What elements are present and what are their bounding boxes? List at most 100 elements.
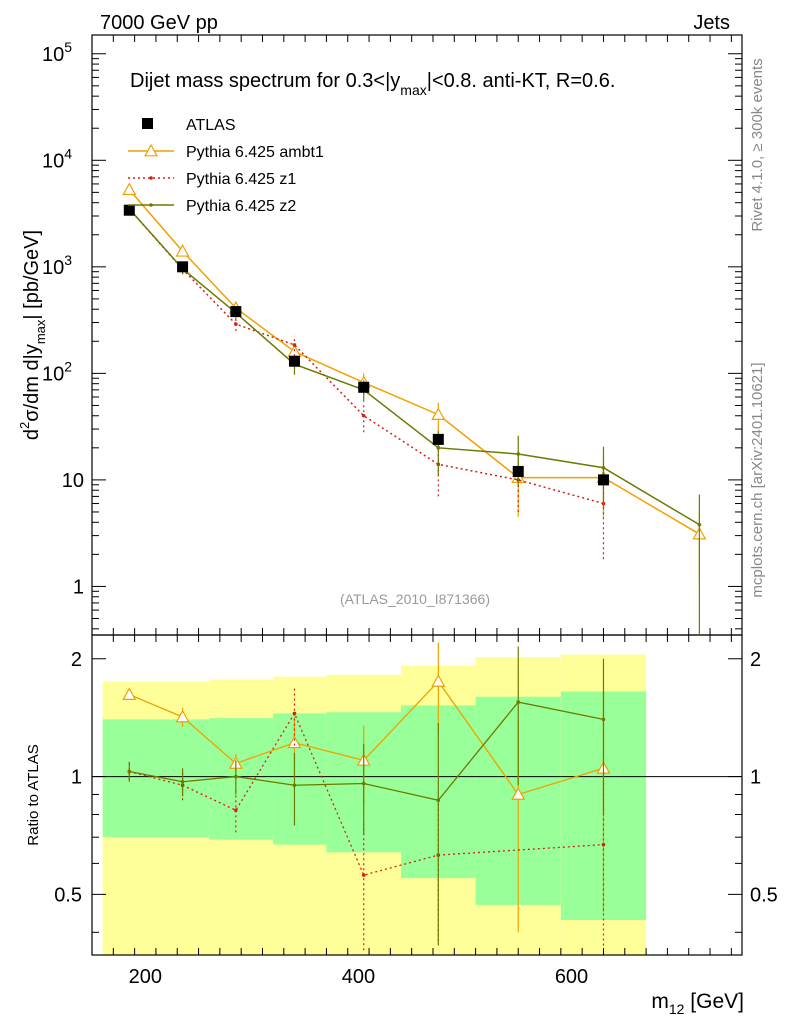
y-main-tick-base-100: 10 xyxy=(42,363,64,385)
y-main-tick-exp-100000: 5 xyxy=(64,39,72,55)
atlas-point-2 xyxy=(230,306,242,318)
ratio-series-layer xyxy=(122,642,611,951)
rivet-version-label: Rivet 4.1.0, ≥ 300k events xyxy=(749,58,766,231)
legend-marker-1 xyxy=(149,176,153,180)
x-tick-label-200: 200 xyxy=(129,966,162,988)
y-main-tick-label-10000: 104 xyxy=(42,145,72,172)
y-main-tick-base-100000: 10 xyxy=(42,44,64,66)
series-marker-main-0-0 xyxy=(122,182,137,196)
series-marker-ratio-2-2 xyxy=(234,774,238,779)
x-axis-label: m12 [GeV] xyxy=(651,990,744,1017)
atlas-point-3 xyxy=(288,355,300,367)
y-main-tick-base-1000: 10 xyxy=(42,257,64,279)
axis-ticks xyxy=(91,35,742,955)
atlas-data-layer xyxy=(123,204,609,486)
series-marker-ratio-2-4 xyxy=(361,781,366,786)
y-main-tick-label-10: 10 xyxy=(62,470,84,492)
y-axis-label-ratio: Ratio to ATLAS xyxy=(25,744,42,845)
y-main-tick-label-100: 102 xyxy=(42,358,72,385)
legend-label-0: Pythia 6.425 ambt1 xyxy=(186,144,324,161)
y-main-tick-exp-100: 2 xyxy=(64,358,72,374)
series-marker-ratio-0-6 xyxy=(511,787,526,800)
band-inner-3 xyxy=(273,713,327,845)
y-ratio-tick-label-right-0.5: 0.5 xyxy=(750,884,778,906)
legend-marker-0 xyxy=(143,143,159,157)
series-marker-main-1-4 xyxy=(361,413,366,418)
y-label-sup: 2 xyxy=(17,422,32,429)
x-tick-label-600: 600 xyxy=(555,966,588,988)
series-line-main-2 xyxy=(128,208,700,526)
series-marker-ratio-0-1 xyxy=(175,709,190,723)
y-main-tick-base-1: 1 xyxy=(73,576,84,598)
x-label-unit: [GeV] xyxy=(684,990,744,1013)
y-label-mid: σ/dm d|y xyxy=(21,344,43,422)
series-marker-main-2-6 xyxy=(516,452,521,456)
series-line-ratio-2 xyxy=(129,701,604,801)
series-marker-main-2-8 xyxy=(697,522,702,527)
header-energy-label: 7000 GeV pp xyxy=(100,12,218,34)
series-marker-ratio-0-3 xyxy=(287,735,302,749)
atlas-point-0 xyxy=(123,204,135,216)
y-label-sub: max xyxy=(33,319,48,344)
legend-atlas-label: ATLAS xyxy=(186,117,236,134)
x-label-base: m xyxy=(651,990,669,1013)
series-marker-ratio-1-2 xyxy=(234,808,238,813)
header-jets-label: Jets xyxy=(693,12,730,34)
series-line-ratio-0 xyxy=(129,680,604,796)
series-marker-ratio-2-7 xyxy=(601,717,606,722)
chart-title-suffix: |<0.8. anti-KT, R=0.6. xyxy=(427,70,616,92)
series-marker-ratio-1-3 xyxy=(292,711,297,716)
chart-title-sub: max xyxy=(400,82,426,98)
series-marker-ratio-0-0 xyxy=(122,687,137,700)
series-marker-main-0-5 xyxy=(431,407,446,421)
legend-label-2: Pythia 6.425 z2 xyxy=(186,198,296,215)
series-marker-main-1-3 xyxy=(292,343,297,347)
analysis-id-label: (ATLAS_2010_I871366) xyxy=(340,591,490,607)
atlas-point-6 xyxy=(512,465,524,477)
series-marker-ratio-0-5 xyxy=(431,674,446,687)
y-main-tick-base-10000: 10 xyxy=(42,150,64,172)
series-marker-ratio-2-3 xyxy=(292,783,297,788)
ratio-uncertainty-bands xyxy=(102,654,647,955)
series-marker-main-1-2 xyxy=(234,322,238,326)
x-label-sub: 12 xyxy=(669,1001,685,1017)
legend-label-1: Pythia 6.425 z1 xyxy=(186,171,296,188)
series-marker-main-0-1 xyxy=(175,244,190,257)
main-series-layer xyxy=(122,182,707,635)
series-marker-ratio-2-1 xyxy=(180,779,185,784)
chart-title: Dijet mass spectrum for 0.3<|ymax|<0.8. … xyxy=(130,70,615,98)
y-main-tick-exp-1000: 3 xyxy=(64,252,72,268)
series-line-main-0 xyxy=(128,189,700,535)
y-ratio-tick-label-left-0.5: 0.5 xyxy=(54,884,82,906)
ratio-plot-frame xyxy=(91,634,743,956)
y-ratio-tick-label-right-1: 1 xyxy=(750,767,761,789)
y-main-tick-label-1: 1 xyxy=(73,576,84,598)
y-ratio-tick-label-left-1: 1 xyxy=(71,767,82,789)
legend-atlas-marker xyxy=(142,118,153,129)
series-marker-main-2-7 xyxy=(601,465,606,470)
series-line-main-1 xyxy=(128,208,604,505)
series-marker-ratio-2-0 xyxy=(127,769,132,774)
legend-marker-2 xyxy=(149,203,153,207)
y-axis-label-main: d2σ/dm d|ymax| [pb/GeV] xyxy=(17,230,48,440)
atlas-point-4 xyxy=(358,381,370,393)
y-main-tick-exp-10000: 4 xyxy=(64,145,72,161)
y-label-end: | [pb/GeV] xyxy=(21,230,43,320)
band-inner-2 xyxy=(209,718,274,840)
series-marker-ratio-2-6 xyxy=(516,700,521,704)
atlas-point-7 xyxy=(597,474,609,486)
series-marker-ratio-1-4 xyxy=(361,873,366,877)
y-label-d: d xyxy=(21,429,43,440)
y-ratio-tick-label-left-2: 2 xyxy=(71,649,82,671)
y-main-tick-label-1000: 103 xyxy=(42,252,72,279)
series-marker-ratio-1-6 xyxy=(601,842,606,847)
series-marker-ratio-2-5 xyxy=(436,798,441,803)
atlas-point-1 xyxy=(177,261,189,273)
x-tick-label-400: 400 xyxy=(342,966,375,988)
y-ratio-tick-label-right-2: 2 xyxy=(750,649,761,671)
chart-title-prefix: Dijet mass spectrum for 0.3<|y xyxy=(130,70,400,92)
mcplots-label: mcplots.cern.ch [arXiv:2401.10621] xyxy=(749,362,766,597)
atlas-point-5 xyxy=(432,433,444,445)
